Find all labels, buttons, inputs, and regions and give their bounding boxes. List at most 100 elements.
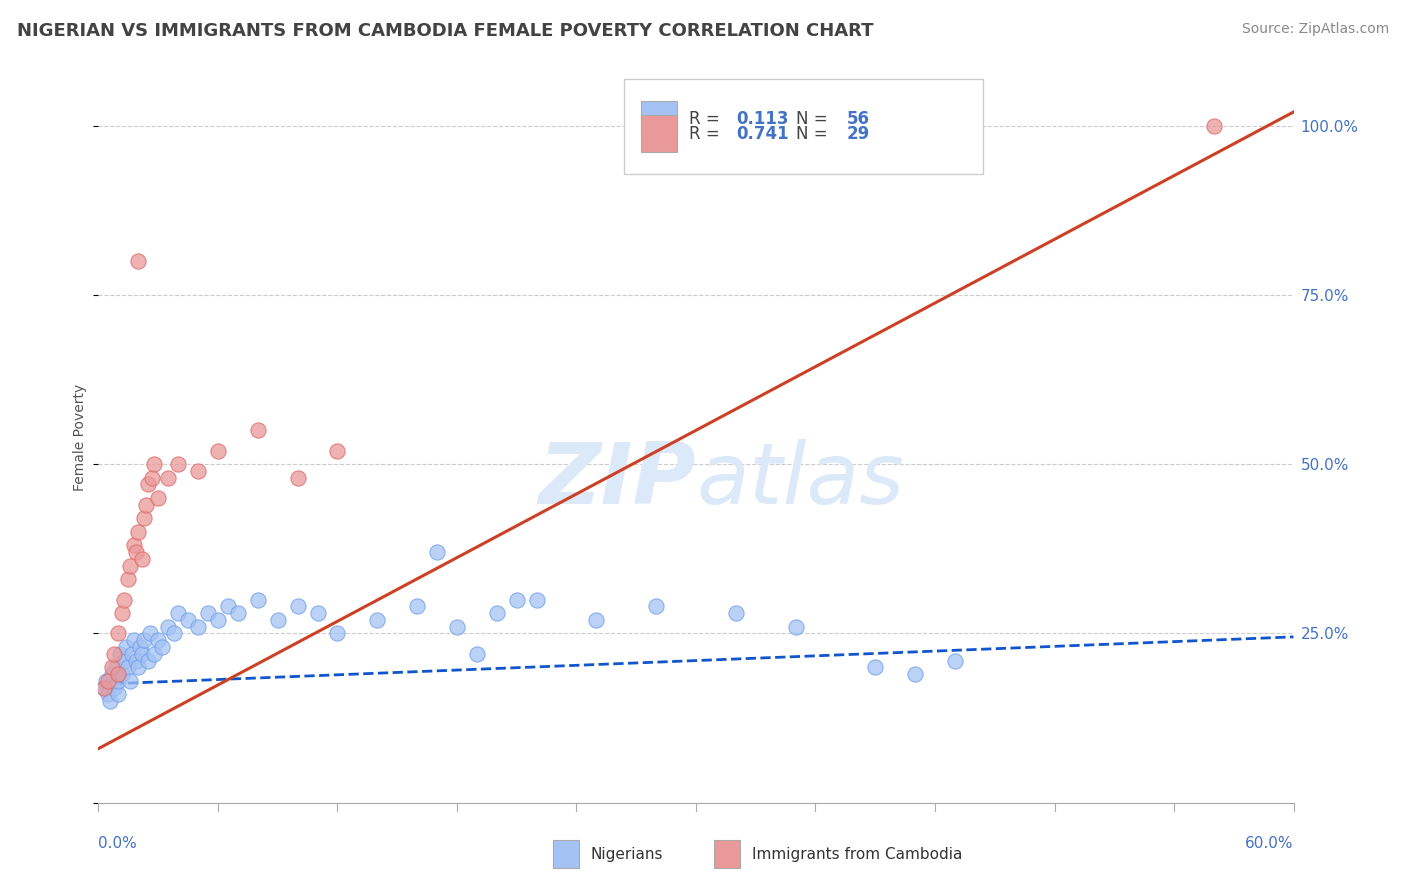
- Point: [167, 457, 190, 471]
- Point: [267, 613, 290, 627]
- Point: [93, 681, 115, 695]
- Point: [124, 538, 146, 552]
- Point: [904, 667, 927, 681]
- Bar: [641, 115, 676, 152]
- Point: [125, 545, 148, 559]
- Point: [287, 471, 309, 485]
- Point: [125, 654, 148, 668]
- Point: [326, 626, 349, 640]
- Point: [103, 681, 125, 695]
- Point: [177, 613, 200, 627]
- Point: [724, 606, 747, 620]
- Point: [112, 592, 135, 607]
- Point: [143, 457, 166, 471]
- Point: [129, 640, 152, 654]
- Point: [107, 626, 129, 640]
- Point: [111, 606, 134, 620]
- Text: 0.113: 0.113: [737, 110, 789, 128]
- Point: [96, 673, 118, 688]
- Point: [526, 592, 548, 607]
- Point: [98, 694, 122, 708]
- FancyBboxPatch shape: [624, 78, 983, 174]
- Point: [287, 599, 309, 614]
- Point: [134, 633, 156, 648]
- Point: [93, 681, 115, 695]
- Text: R =: R =: [689, 125, 725, 143]
- Point: [506, 592, 529, 607]
- Y-axis label: Female Poverty: Female Poverty: [73, 384, 87, 491]
- Point: [148, 491, 170, 505]
- Text: 60.0%: 60.0%: [1246, 836, 1294, 851]
- Point: [111, 667, 134, 681]
- Point: [187, 464, 209, 478]
- Point: [112, 654, 135, 668]
- Point: [110, 647, 132, 661]
- Point: [97, 673, 120, 688]
- Point: [197, 606, 219, 620]
- Point: [120, 558, 142, 573]
- Point: [127, 254, 149, 268]
- Point: [131, 552, 153, 566]
- Point: [131, 647, 153, 661]
- Point: [103, 647, 125, 661]
- Point: [127, 660, 149, 674]
- Point: [645, 599, 668, 614]
- Text: N =: N =: [796, 125, 834, 143]
- Point: [117, 660, 139, 674]
- Point: [485, 606, 508, 620]
- Text: Immigrants from Cambodia: Immigrants from Cambodia: [752, 847, 963, 862]
- Point: [124, 633, 146, 648]
- Point: [97, 688, 120, 702]
- Point: [1202, 119, 1225, 133]
- Point: [134, 511, 156, 525]
- Point: [585, 613, 607, 627]
- Text: Source: ZipAtlas.com: Source: ZipAtlas.com: [1241, 22, 1389, 37]
- Point: [446, 620, 468, 634]
- Point: [366, 613, 388, 627]
- Text: Nigerians: Nigerians: [591, 847, 664, 862]
- Point: [246, 592, 269, 607]
- Point: [120, 673, 142, 688]
- Point: [207, 443, 229, 458]
- Point: [307, 606, 329, 620]
- Point: [217, 599, 239, 614]
- Point: [406, 599, 429, 614]
- Text: ZIP: ZIP: [538, 440, 696, 523]
- Bar: [714, 840, 740, 868]
- Point: [135, 498, 157, 512]
- Point: [107, 688, 129, 702]
- Text: 0.741: 0.741: [737, 125, 789, 143]
- Point: [326, 443, 349, 458]
- Point: [163, 626, 186, 640]
- Point: [107, 667, 129, 681]
- Text: 56: 56: [846, 110, 869, 128]
- Bar: [641, 101, 676, 137]
- Point: [226, 606, 249, 620]
- Point: [865, 660, 887, 674]
- Text: N =: N =: [796, 110, 834, 128]
- Point: [139, 626, 162, 640]
- Point: [157, 620, 180, 634]
- Point: [785, 620, 807, 634]
- Point: [105, 660, 128, 674]
- Point: [148, 633, 170, 648]
- Text: NIGERIAN VS IMMIGRANTS FROM CAMBODIA FEMALE POVERTY CORRELATION CHART: NIGERIAN VS IMMIGRANTS FROM CAMBODIA FEM…: [17, 22, 873, 40]
- Point: [150, 640, 173, 654]
- Point: [143, 647, 166, 661]
- Point: [187, 620, 209, 634]
- Point: [101, 667, 124, 681]
- Point: [141, 471, 163, 485]
- Point: [207, 613, 229, 627]
- Bar: [553, 840, 579, 868]
- Point: [943, 654, 966, 668]
- Point: [101, 660, 124, 674]
- Point: [157, 471, 180, 485]
- Point: [136, 654, 159, 668]
- Point: [465, 647, 488, 661]
- Point: [121, 647, 143, 661]
- Text: 0.0%: 0.0%: [98, 836, 138, 851]
- Text: atlas: atlas: [696, 440, 904, 523]
- Point: [117, 572, 139, 586]
- Point: [136, 477, 159, 491]
- Point: [426, 545, 449, 559]
